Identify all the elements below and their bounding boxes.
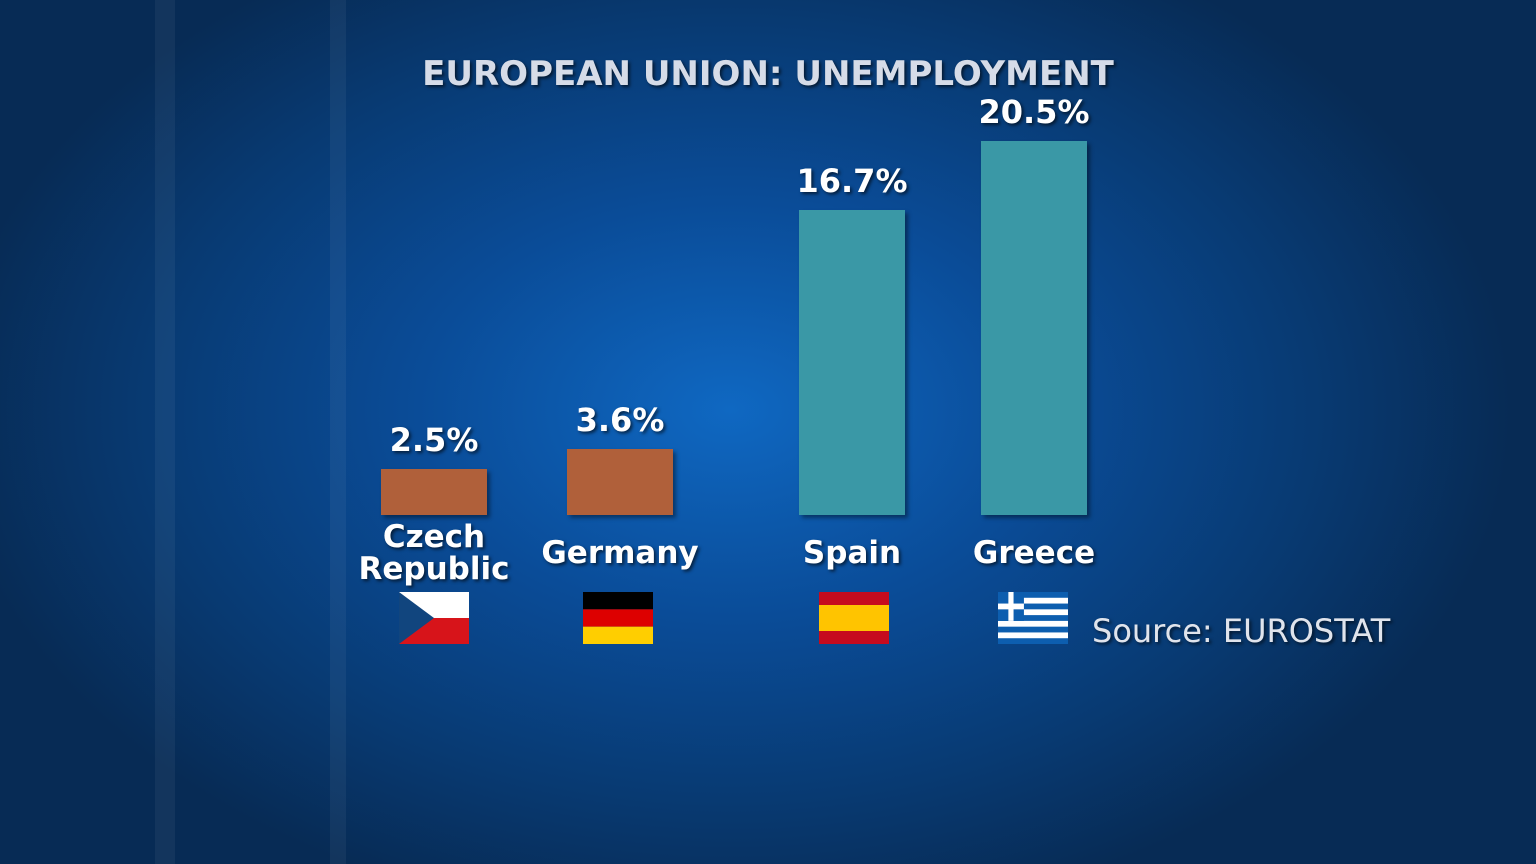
bar [567, 449, 673, 515]
category-label: Germany [541, 535, 699, 571]
flag-czech [399, 592, 469, 644]
background-stripe [155, 0, 175, 864]
value-label: 16.7% [796, 162, 908, 201]
bar [981, 141, 1087, 515]
value-label: 2.5% [389, 421, 479, 460]
background-stripe [330, 0, 346, 864]
bar [799, 210, 905, 515]
value-label: 20.5% [978, 93, 1090, 131]
chart-title: EUROPEAN UNION: UNEMPLOYMENT [422, 54, 1114, 94]
flag-germany [583, 592, 653, 644]
bar [381, 469, 487, 515]
category-label: Greece [972, 535, 1096, 571]
flag-spain [819, 592, 889, 644]
flag-greece [998, 592, 1068, 644]
category-label: Czech Republic [358, 519, 510, 587]
value-label: 3.6% [575, 401, 665, 440]
category-label: Spain [802, 535, 902, 571]
source-note: Source: EUROSTAT [1092, 612, 1391, 650]
